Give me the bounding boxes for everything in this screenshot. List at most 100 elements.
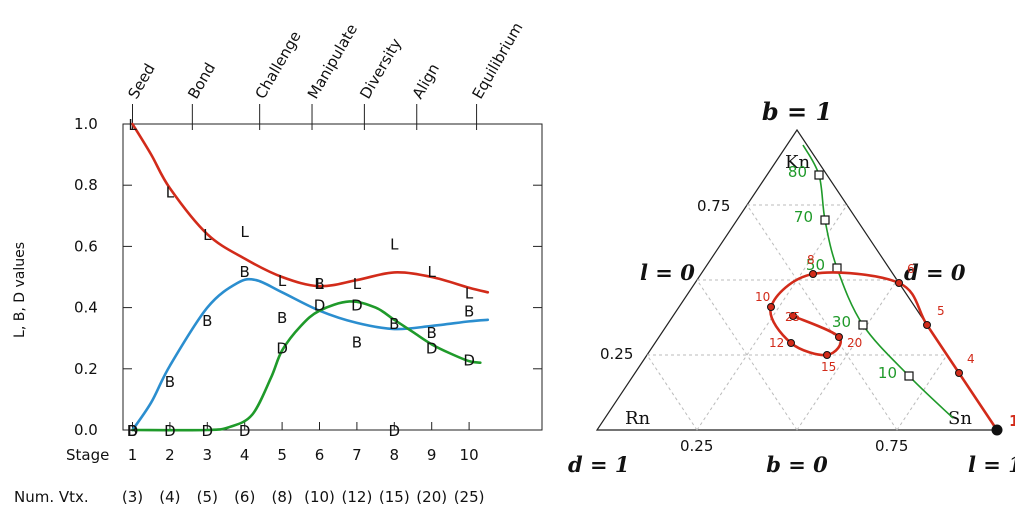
red-marker bbox=[767, 303, 775, 311]
red-marker bbox=[787, 339, 795, 347]
series-D-marker: D bbox=[426, 339, 438, 357]
vertex-label-right: l = 1 bbox=[968, 452, 1015, 477]
series-D-marker: D bbox=[202, 422, 214, 440]
top-axis-label: Equilibrium bbox=[468, 19, 526, 102]
series-D-marker: D bbox=[127, 422, 139, 440]
series-L-marker: L bbox=[390, 235, 399, 253]
top-axis-label: Manipulate bbox=[304, 21, 361, 102]
red-marker bbox=[895, 279, 903, 287]
side-label-bottom: b = 0 bbox=[766, 452, 828, 477]
y-tick-label: 0.8 bbox=[74, 176, 98, 194]
num-vtx-value: (20) bbox=[416, 488, 447, 506]
num-vtx-value: (8) bbox=[271, 488, 292, 506]
series-L-marker: L bbox=[203, 226, 212, 244]
red-point-label: 8 bbox=[807, 253, 815, 267]
red-point-label: 12 bbox=[769, 336, 784, 350]
num-vtx-value: (4) bbox=[159, 488, 180, 506]
red-marker bbox=[823, 351, 831, 359]
x-tick-label: 7 bbox=[352, 446, 362, 464]
green-point-label: 70 bbox=[794, 208, 813, 226]
left-tick-075: 0.75 bbox=[697, 197, 730, 215]
red-trajectory bbox=[769, 271, 999, 431]
plot-frame bbox=[122, 123, 543, 431]
red-marker bbox=[789, 312, 797, 320]
corner-label-rn: Rn bbox=[625, 408, 651, 429]
num-vtx-label: Num. Vtx. bbox=[14, 488, 89, 506]
x-tick-label: 3 bbox=[203, 446, 213, 464]
series-B-marker: B bbox=[464, 303, 474, 321]
num-vtx-value: (10) bbox=[304, 488, 335, 506]
series-L-marker: L bbox=[428, 263, 437, 281]
series-D-curve bbox=[131, 300, 482, 432]
series-D-marker: D bbox=[239, 422, 251, 440]
series-D-marker: D bbox=[276, 339, 288, 357]
green-marker bbox=[820, 215, 830, 225]
series-L-marker: L bbox=[278, 272, 287, 290]
series-D-marker: D bbox=[463, 352, 475, 370]
red-point-label: 15 bbox=[821, 360, 836, 374]
side-label-left: l = 0 bbox=[640, 260, 695, 285]
red-marker bbox=[835, 333, 843, 341]
left-tick-025: 0.25 bbox=[600, 345, 633, 363]
series-L-marker: L bbox=[353, 275, 362, 293]
x-tick-label: 8 bbox=[390, 446, 400, 464]
ternary-grid-d bbox=[746, 204, 898, 431]
series-D-marker: D bbox=[389, 422, 401, 440]
red-point-label: 5 bbox=[937, 304, 945, 318]
top-axis-label: Challenge bbox=[252, 28, 305, 102]
top-axis-label: Align bbox=[409, 60, 443, 102]
green-point-label: 50 bbox=[806, 256, 825, 274]
x-tick-label: 10 bbox=[460, 446, 479, 464]
series-B-marker: B bbox=[165, 373, 175, 391]
series-B-marker: B bbox=[314, 275, 324, 293]
ternary-grid-d bbox=[696, 279, 798, 431]
red-marker bbox=[923, 321, 931, 329]
red-point-label: 1 bbox=[1009, 412, 1015, 430]
num-vtx-value: (25) bbox=[454, 488, 485, 506]
ternary-grid-d bbox=[646, 354, 698, 431]
series-B-marker: B bbox=[389, 315, 399, 333]
series-L-marker: L bbox=[128, 116, 137, 134]
y-axis-label: L, B, D values bbox=[12, 242, 28, 338]
series-B-curve bbox=[131, 277, 490, 432]
vertex-label-left: d = 1 bbox=[568, 452, 630, 477]
line-chart: L, B, D values 0.0 0.2 0.4 0.6 0.8 1.0 1 2 3 4 5 6… bbox=[12, 19, 543, 506]
x-tick-label: 9 bbox=[427, 446, 437, 464]
series-L-curve bbox=[131, 122, 490, 294]
red-point-label: 6 bbox=[907, 262, 915, 276]
top-axis-label: Bond bbox=[184, 60, 219, 102]
red-point-label: 25 bbox=[785, 310, 800, 324]
series-B-marker: B bbox=[427, 324, 437, 342]
corner-label-sn: Sn bbox=[948, 408, 972, 429]
green-marker bbox=[904, 371, 914, 381]
series-B-marker: B bbox=[240, 263, 250, 281]
green-point-label: 80 bbox=[788, 163, 807, 181]
green-marker bbox=[814, 170, 824, 180]
x-tick-label: 2 bbox=[165, 446, 175, 464]
red-point-label: 4 bbox=[967, 352, 975, 366]
red-endpoint bbox=[991, 424, 1003, 436]
stage-row-label: Stage bbox=[66, 446, 109, 464]
series-D-marker: D bbox=[314, 297, 326, 315]
corner-label-kn: Kn bbox=[785, 152, 810, 173]
series-B-marker: B bbox=[127, 422, 137, 440]
y-tick-label: 0.0 bbox=[74, 421, 98, 439]
series-B-marker: B bbox=[277, 309, 287, 327]
series-B-marker: B bbox=[202, 312, 212, 330]
series-L-marker: L bbox=[315, 275, 324, 293]
bottom-tick-075: 0.75 bbox=[875, 437, 908, 455]
num-vtx-value: (15) bbox=[379, 488, 410, 506]
series-L-marker: L bbox=[241, 223, 250, 241]
green-point-label: 30 bbox=[832, 313, 851, 331]
x-tick-label: 5 bbox=[277, 446, 287, 464]
ternary-plot: b = 1 d = 1 l = 1 l = 0 d = 0 b = 0 Kn R… bbox=[568, 97, 1015, 477]
ternary-grid-l bbox=[896, 354, 948, 431]
x-tick-label: 4 bbox=[240, 446, 250, 464]
red-point-label: 10 bbox=[755, 290, 770, 304]
top-axis-label: Diversity bbox=[356, 35, 405, 102]
red-marker bbox=[955, 369, 963, 377]
top-axis-label: Seed bbox=[124, 61, 158, 102]
green-marker bbox=[832, 263, 842, 273]
num-vtx-value: (3) bbox=[122, 488, 143, 506]
